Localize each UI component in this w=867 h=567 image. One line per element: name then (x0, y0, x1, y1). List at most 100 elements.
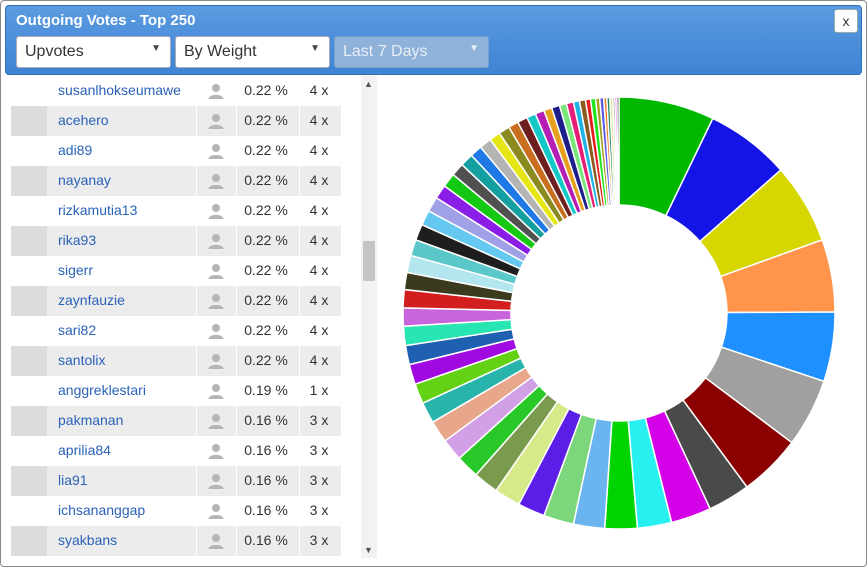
column-divider (299, 226, 300, 256)
vote-percent: 0.22 % (244, 352, 288, 368)
vote-count: 4 x (309, 112, 329, 128)
account-link[interactable]: ichsananggap (58, 502, 146, 518)
table-scrollbar[interactable]: ▲ ▼ (361, 76, 377, 558)
user-icon[interactable] (207, 142, 225, 160)
table-row: zaynfauzie 0.22 % 4 x (11, 286, 341, 316)
vote-count: 4 x (309, 172, 329, 188)
table-row: nayanay 0.22 % 4 x (11, 166, 341, 196)
donut-slice[interactable] (616, 96, 620, 206)
column-divider (236, 256, 237, 286)
chevron-down-icon: ▼ (469, 43, 479, 54)
column-divider (236, 166, 237, 196)
account-link[interactable]: susanlhokseumawe (58, 82, 181, 98)
column-divider (236, 376, 237, 406)
column-divider (196, 436, 197, 466)
column-divider (196, 376, 197, 406)
row-number-cell (11, 376, 47, 406)
account-link[interactable]: rizkamutia13 (58, 202, 138, 218)
donut-chart-svg (402, 96, 836, 530)
vote-percent: 0.16 % (244, 472, 288, 488)
user-icon[interactable] (207, 202, 225, 220)
column-divider (299, 316, 300, 346)
user-icon[interactable] (207, 472, 225, 490)
scroll-thumb[interactable] (363, 241, 375, 281)
vote-percent: 0.16 % (244, 532, 288, 548)
vote-percent: 0.22 % (244, 292, 288, 308)
account-link[interactable]: pakmanan (58, 412, 124, 428)
vote-percent: 0.22 % (244, 142, 288, 158)
column-divider (236, 436, 237, 466)
scroll-up-icon[interactable]: ▲ (364, 79, 373, 89)
account-link[interactable]: adi89 (58, 142, 93, 158)
row-number-cell (11, 526, 47, 556)
row-number-cell (11, 286, 47, 316)
user-icon[interactable] (207, 172, 225, 190)
vote-count: 4 x (309, 352, 329, 368)
column-divider (299, 406, 300, 436)
column-divider (196, 466, 197, 496)
vote-count: 3 x (309, 472, 329, 488)
vote-percent: 0.16 % (244, 412, 288, 428)
vote-type-select[interactable]: Upvotes ▼ (16, 36, 171, 68)
column-divider (196, 106, 197, 136)
vote-percent: 0.19 % (244, 382, 288, 398)
user-icon[interactable] (207, 442, 225, 460)
user-icon[interactable] (207, 292, 225, 310)
vote-percent: 0.22 % (244, 172, 288, 188)
column-divider (236, 76, 237, 106)
column-divider (196, 136, 197, 166)
column-divider (236, 526, 237, 556)
account-link[interactable]: sari82 (58, 322, 97, 338)
table-row: rizkamutia13 0.22 % 4 x (11, 196, 341, 226)
table-row: pakmanan 0.16 % 3 x (11, 406, 341, 436)
table-row: sigerr 0.22 % 4 x (11, 256, 341, 286)
account-link[interactable]: syakbans (58, 532, 118, 548)
user-icon[interactable] (207, 82, 225, 100)
column-divider (299, 196, 300, 226)
account-link[interactable]: sigerr (58, 262, 94, 278)
table-row: santolix 0.22 % 4 x (11, 346, 341, 376)
account-link[interactable]: lia91 (58, 472, 88, 488)
account-link[interactable]: rika93 (58, 232, 97, 248)
vote-count: 4 x (309, 262, 329, 278)
row-number-cell (11, 466, 47, 496)
column-divider (299, 496, 300, 526)
column-divider (236, 196, 237, 226)
column-divider (236, 346, 237, 376)
sort-select[interactable]: By Weight ▼ (175, 36, 330, 68)
account-link[interactable]: nayanay (58, 172, 111, 188)
user-icon[interactable] (207, 322, 225, 340)
column-divider (299, 286, 300, 316)
user-icon[interactable] (207, 412, 225, 430)
period-select[interactable]: Last 7 Days ▼ (334, 36, 489, 68)
column-divider (299, 376, 300, 406)
vote-count: 3 x (309, 532, 329, 548)
table-row: aprilia84 0.16 % 3 x (11, 436, 341, 466)
column-divider (236, 406, 237, 436)
period-value: Last 7 Days (343, 43, 428, 60)
vote-count: 4 x (309, 82, 329, 98)
column-divider (236, 316, 237, 346)
close-button[interactable]: x (834, 9, 858, 33)
user-icon[interactable] (207, 352, 225, 370)
dialog-header: Outgoing Votes - Top 250 x Upvotes ▼ By … (5, 5, 862, 75)
row-number-cell (11, 106, 47, 136)
user-icon[interactable] (207, 382, 225, 400)
vote-count: 4 x (309, 142, 329, 158)
user-icon[interactable] (207, 532, 225, 550)
user-icon[interactable] (207, 502, 225, 520)
account-link[interactable]: zaynfauzie (58, 292, 125, 308)
user-icon[interactable] (207, 112, 225, 130)
account-link[interactable]: santolix (58, 352, 106, 368)
vote-percent: 0.22 % (244, 82, 288, 98)
column-divider (196, 316, 197, 346)
account-link[interactable]: aprilia84 (58, 442, 111, 458)
scroll-down-icon[interactable]: ▼ (364, 545, 373, 555)
row-number-cell (11, 346, 47, 376)
user-icon[interactable] (207, 262, 225, 280)
row-number-cell (11, 196, 47, 226)
account-link[interactable]: acehero (58, 112, 109, 128)
account-link[interactable]: anggreklestari (58, 382, 146, 398)
user-icon[interactable] (207, 232, 225, 250)
